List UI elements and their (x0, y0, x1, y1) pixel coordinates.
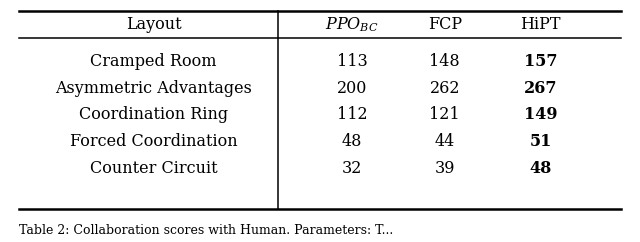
Text: 267: 267 (524, 80, 557, 97)
Text: Asymmetric Advantages: Asymmetric Advantages (55, 80, 252, 97)
Text: Forced Coordination: Forced Coordination (70, 133, 237, 150)
Text: Cramped Room: Cramped Room (90, 53, 217, 70)
Text: 39: 39 (435, 160, 455, 177)
Text: Table 2: Collaboration scores with Human. Parameters: T...: Table 2: Collaboration scores with Human… (19, 224, 394, 237)
Text: 148: 148 (429, 53, 460, 70)
Text: Coordination Ring: Coordination Ring (79, 106, 228, 123)
Text: 51: 51 (530, 133, 552, 150)
Text: 112: 112 (337, 106, 367, 123)
Text: 149: 149 (524, 106, 557, 123)
Text: Layout: Layout (126, 16, 181, 33)
Text: 200: 200 (337, 80, 367, 97)
Text: 32: 32 (342, 160, 362, 177)
Text: FCP: FCP (428, 16, 462, 33)
Text: 48: 48 (342, 133, 362, 150)
Text: $PPO_{BC}$: $PPO_{BC}$ (325, 15, 379, 34)
Text: 48: 48 (530, 160, 552, 177)
Text: Counter Circuit: Counter Circuit (90, 160, 218, 177)
Text: 262: 262 (429, 80, 460, 97)
Text: HiPT: HiPT (520, 16, 561, 33)
Text: 113: 113 (337, 53, 367, 70)
Text: 157: 157 (524, 53, 557, 70)
Text: 121: 121 (429, 106, 460, 123)
Text: 44: 44 (435, 133, 455, 150)
